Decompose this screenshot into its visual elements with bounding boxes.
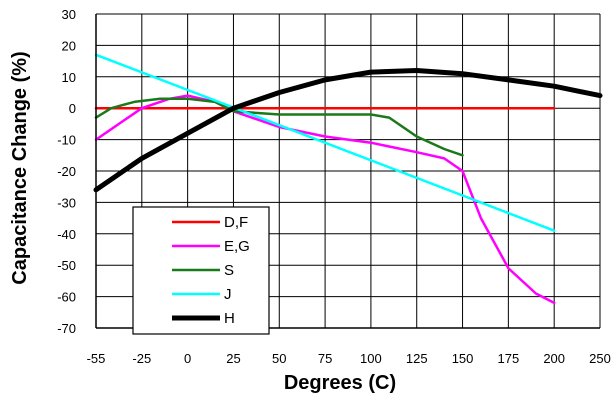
y-tick-label: -40	[57, 227, 76, 242]
legend-label: S	[224, 262, 234, 279]
x-tick-label: 75	[318, 351, 332, 366]
y-tick-label: -30	[57, 195, 76, 210]
x-tick-label: 175	[498, 351, 520, 366]
x-tick-label: -25	[132, 351, 151, 366]
x-tick-label: 100	[360, 351, 382, 366]
legend-label: H	[224, 310, 235, 327]
y-tick-label: 10	[62, 70, 76, 85]
series-line-h	[93, 68, 603, 193]
series-line-s	[94, 97, 464, 157]
y-tick-label: -20	[57, 164, 76, 179]
y-tick-label: -60	[57, 290, 76, 305]
x-tick-label: 250	[589, 351, 611, 366]
x-axis-title: Degrees (C)	[284, 372, 396, 394]
x-tick-label: 25	[226, 351, 240, 366]
x-tick-label: 50	[272, 351, 286, 366]
y-axis-title: Capacitance Change (%)	[9, 51, 31, 284]
x-tick-label: -55	[87, 351, 106, 366]
data-series	[93, 53, 603, 305]
y-tick-label: -10	[57, 133, 76, 148]
y-tick-label: 30	[62, 7, 76, 22]
legend-items: D,F E,G SJH	[172, 214, 250, 327]
x-tick-label: 125	[406, 351, 428, 366]
legend-label: D,F	[224, 214, 248, 231]
x-tick-label: 200	[543, 351, 565, 366]
y-tick-label: -70	[57, 321, 76, 336]
legend-label: E,G	[224, 238, 250, 255]
legend: D,F E,G SJH	[132, 206, 270, 335]
x-tick-label: 0	[184, 351, 191, 366]
y-tick-label: 0	[69, 101, 76, 116]
y-tick-labels: 30 20 10 0 -10 -20 -30 -40 -50 -60 -70	[57, 7, 76, 336]
legend-label: J	[224, 286, 232, 303]
x-tick-label: 150	[452, 351, 474, 366]
y-tick-label: 20	[62, 38, 76, 53]
x-tick-labels: -55 -25 0 25 50 75 100 125 150 175 200 250	[87, 351, 611, 366]
y-tick-label: -50	[57, 258, 76, 273]
series-line-j	[94, 53, 556, 232]
series-line-e-g	[94, 94, 556, 305]
